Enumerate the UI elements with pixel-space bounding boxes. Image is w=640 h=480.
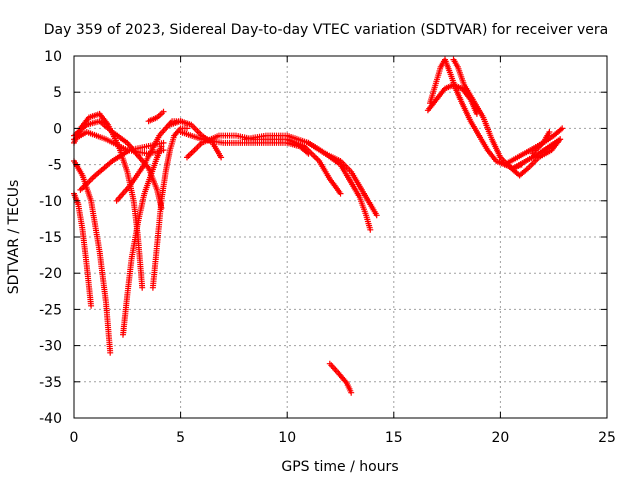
series-markers — [450, 56, 564, 179]
series-arc-5 — [120, 143, 165, 338]
series-arc-6 — [149, 125, 190, 291]
y-tick-label: 0 — [53, 121, 62, 137]
y-tick-label: -30 — [39, 339, 62, 355]
x-tick-label: 20 — [491, 430, 509, 446]
series-arc-16 — [326, 360, 355, 396]
chart-title: Day 359 of 2023, Sidereal Day-to-day VTE… — [44, 22, 608, 38]
series-markers — [145, 108, 167, 125]
x-tick-label: 10 — [278, 430, 296, 446]
series-arc-15 — [305, 139, 380, 219]
series-markers — [177, 129, 312, 157]
y-tick-label: -15 — [39, 230, 62, 246]
x-tick-label: 25 — [598, 430, 616, 446]
y-tick-label: 10 — [44, 49, 62, 65]
series-markers — [120, 143, 165, 338]
series-arc-9 — [113, 118, 184, 204]
series-arc-12 — [184, 132, 344, 197]
grid — [74, 56, 607, 418]
x-tick-label: 5 — [176, 430, 185, 446]
series-markers — [113, 118, 184, 204]
series-arc-13 — [177, 129, 312, 157]
x-axis-label: GPS time / hours — [281, 459, 398, 475]
y-tick-label: 5 — [53, 85, 62, 101]
series-arc-10 — [145, 108, 167, 125]
y-tick-label: -35 — [39, 375, 62, 391]
series-arc-22 — [529, 129, 553, 157]
y-tick-label: -20 — [39, 266, 62, 282]
series-markers — [71, 158, 114, 356]
y-axis-label: SDTVAR / TECUs — [6, 180, 22, 295]
series-arc-2 — [71, 158, 114, 356]
series-markers — [305, 139, 380, 219]
y-tick-label: -5 — [48, 158, 62, 174]
x-tick-label: 0 — [70, 430, 79, 446]
series-arc-21 — [510, 136, 564, 172]
series-markers — [149, 125, 190, 291]
y-tick-label: -25 — [39, 302, 62, 318]
series-markers — [184, 132, 344, 197]
x-tick-label: 15 — [385, 430, 403, 446]
y-axis-ticks: 10 5 0 -5 -10 -15 -20 -25 -30 -35 -40 — [39, 49, 607, 427]
series-arc-19 — [450, 56, 564, 179]
series-markers — [510, 136, 564, 172]
x-axis-ticks: 0 5 10 15 20 25 — [70, 56, 616, 446]
series-markers — [529, 129, 553, 157]
y-tick-label: -10 — [39, 194, 62, 210]
series-markers — [326, 360, 355, 396]
y-tick-label: -40 — [39, 411, 62, 427]
data-series — [71, 56, 566, 396]
